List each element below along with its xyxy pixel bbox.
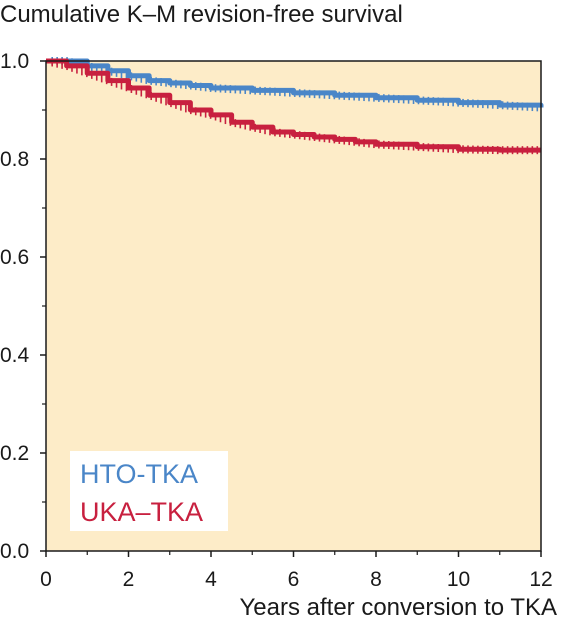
legend-entry: UKA–TKA (80, 497, 203, 527)
chart-title: Cumulative K–M revision-free survival (0, 1, 403, 28)
x-tick-label: 6 (288, 568, 300, 591)
x-tick-label: 8 (370, 568, 382, 591)
series-uka-tka (46, 58, 541, 155)
x-tick-label: 4 (205, 568, 217, 591)
y-tick-label: 0.0 (0, 540, 29, 563)
y-tick-label: 1.0 (0, 50, 29, 73)
plot-frame (45, 60, 542, 552)
x-axis-label: Years after conversion to TKA (239, 594, 557, 621)
series-line (46, 58, 541, 153)
legend-box (70, 451, 228, 531)
x-axis: 0 2 4 6 8 10 12 (40, 551, 553, 591)
legend-entry: HTO-TKA (80, 459, 198, 489)
x-tick-label: 0 (40, 568, 52, 591)
legend: HTO-TKA UKA–TKA (70, 451, 228, 531)
x-tick-label: 12 (529, 568, 552, 591)
y-tick-label: 0.8 (0, 148, 29, 171)
y-tick-label: 0.2 (0, 442, 29, 465)
y-tick-label: 0.6 (0, 246, 29, 269)
y-axis: 0.0 0.2 0.4 0.6 0.8 1.0 (0, 50, 46, 563)
x-tick-label: 2 (123, 568, 135, 591)
series-layer (46, 57, 544, 155)
x-tick-label: 10 (447, 568, 470, 591)
y-tick-label: 0.4 (0, 344, 30, 367)
